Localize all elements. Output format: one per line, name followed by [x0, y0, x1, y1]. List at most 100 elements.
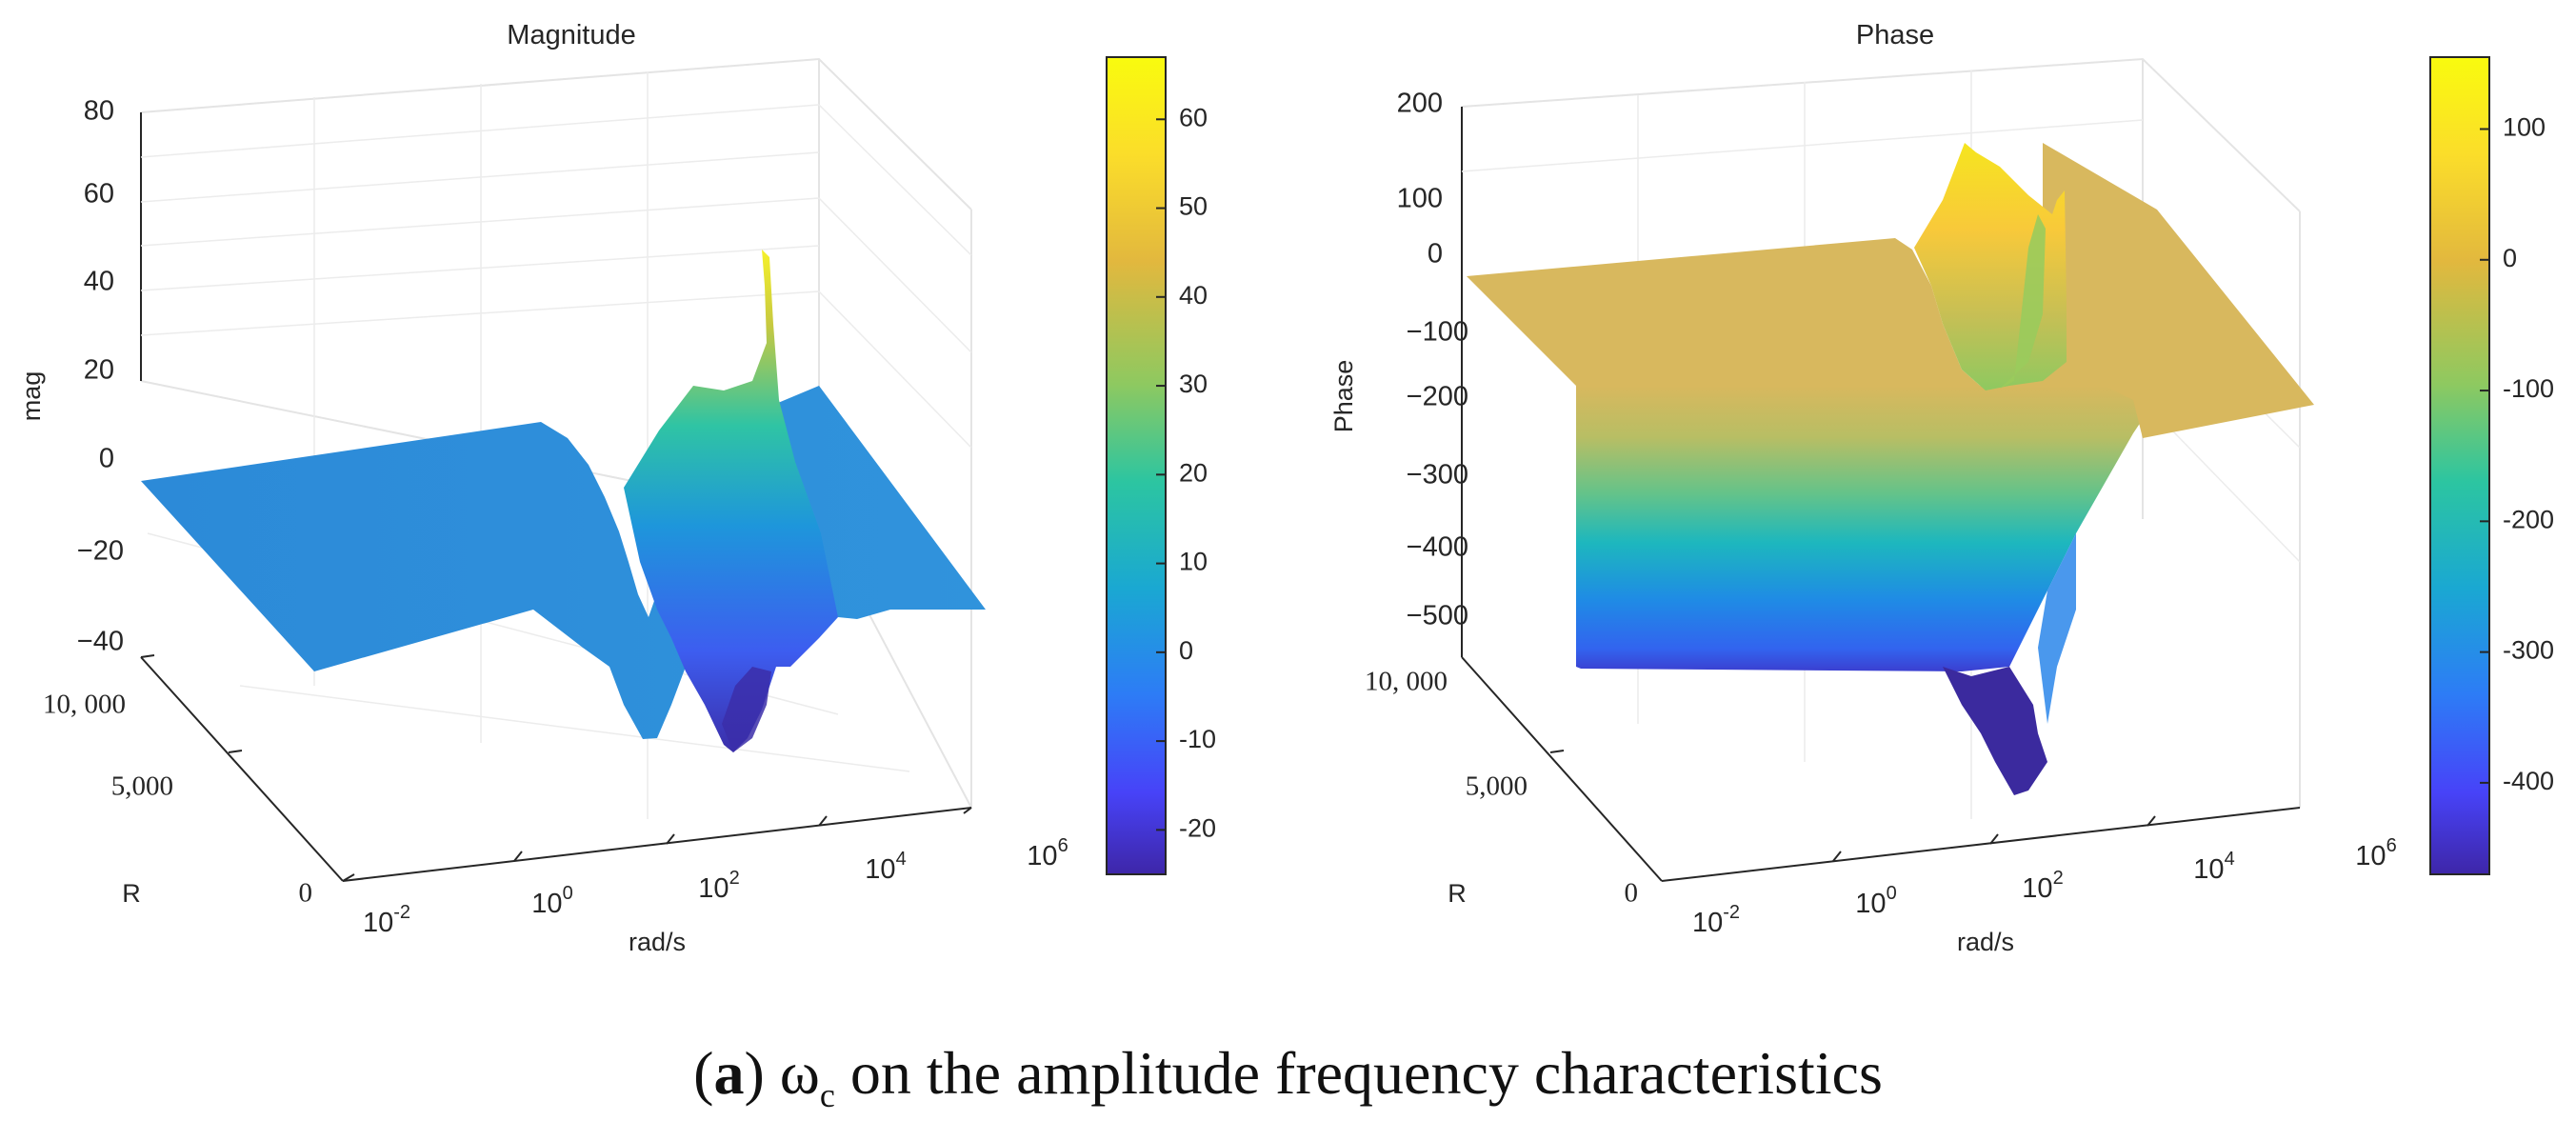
phase-x-axis — [1661, 807, 2301, 882]
tick-mark — [2147, 815, 2156, 827]
magnitude-trough — [722, 667, 771, 752]
tick-mark — [140, 654, 155, 658]
tick-mark — [818, 815, 828, 827]
phase-title: Phase — [1856, 20, 1934, 50]
tick-mark — [963, 807, 972, 814]
tick-mark — [342, 873, 355, 882]
grid-line — [818, 104, 972, 256]
magnitude-front-axes — [140, 654, 972, 882]
x-tick-label: 10-2 — [1692, 902, 1740, 938]
tick-mark — [1832, 851, 1842, 862]
z-tick-label: 100 — [1397, 184, 1443, 214]
figure-caption: (a) ωc on the amplitude frequency charac… — [693, 1039, 1883, 1114]
grid-line — [818, 290, 972, 449]
phase-surface — [1467, 143, 2314, 795]
z-tick-label: −400 — [1407, 532, 1468, 563]
magnitude-colorbar-ticks: 60 50 40 30 20 10 0 -10 -20 — [1156, 103, 1216, 842]
colorbar-tick-label: -300 — [2503, 636, 2554, 665]
tick-mark — [1989, 833, 1999, 845]
phase-chart: Phase 200 100 0 — [1329, 20, 2554, 956]
colorbar-tick-label: -400 — [2503, 767, 2554, 795]
colorbar-tick-label: 10 — [1179, 548, 1208, 576]
grid-line — [239, 685, 910, 772]
z-tick-label: −20 — [77, 536, 124, 567]
z-tick-label: 0 — [1428, 239, 1443, 270]
grid-line — [140, 104, 820, 158]
magnitude-r-label: R — [122, 879, 141, 908]
r-tick-label: 10, 000 — [43, 690, 126, 720]
x-tick-label: 106 — [2355, 835, 2396, 871]
z-tick-label: 80 — [84, 96, 114, 127]
grid-line — [818, 197, 972, 353]
colorbar-tick-label: -100 — [2503, 374, 2554, 403]
caption-subscript: c — [819, 1075, 835, 1114]
colorbar-tick-label: 50 — [1179, 192, 1208, 221]
magnitude-x-label: rad/s — [629, 928, 686, 956]
grid-line — [1461, 119, 2144, 172]
phase-peak-side — [2000, 214, 2046, 389]
r-tick-label: 0 — [1625, 878, 1639, 909]
colorbar-tick-label: 0 — [1179, 636, 1193, 665]
magnitude-flat-plane — [141, 386, 986, 739]
z-tick-label: 200 — [1397, 89, 1443, 119]
magnitude-gridlines — [140, 71, 972, 819]
grid-line — [140, 197, 820, 247]
r-tick-label: 5,000 — [1466, 771, 1528, 802]
magnitude-title: Magnitude — [507, 20, 635, 50]
phase-trough — [1943, 667, 2047, 795]
caption-label: a — [713, 1039, 745, 1107]
magnitude-z-ticks: 80 60 40 20 0 −20 −40 — [77, 96, 124, 657]
magnitude-top-edge — [140, 57, 972, 210]
magnitude-resonance-peak — [624, 250, 838, 752]
phase-front-axes — [1461, 656, 2301, 882]
phase-front-wall — [1576, 386, 2143, 671]
tick-mark — [666, 833, 675, 845]
phase-z-label: Phase — [1329, 360, 1358, 433]
x-tick-label: 102 — [698, 868, 739, 904]
colorbar-tick-label: -10 — [1179, 725, 1216, 753]
phase-z-ticks: 200 100 0 −100 −200 −300 −400 −500 — [1397, 89, 1468, 631]
z-tick-label: −100 — [1407, 317, 1468, 348]
z-tick-label: 20 — [84, 355, 114, 386]
grid-line — [140, 290, 820, 336]
colorbar-tick-label: -20 — [1179, 813, 1216, 842]
colorbar-tick-label: 20 — [1179, 458, 1208, 487]
z-tick-label: 0 — [99, 444, 114, 474]
phase-colorbar-gradient — [2429, 56, 2490, 875]
x-tick-label: 100 — [531, 883, 572, 919]
caption-text: on the amplitude frequency characteristi… — [834, 1039, 1883, 1107]
x-tick-label: 102 — [2022, 868, 2063, 904]
magnitude-chart: Magnitude — [17, 20, 1216, 956]
x-tick-label: 104 — [2193, 849, 2234, 885]
colorbar-tick-label: 30 — [1179, 370, 1208, 398]
x-tick-label: 106 — [1027, 835, 1068, 871]
phase-top-plane — [1467, 143, 2314, 438]
colorbar-tick-label: 60 — [1179, 103, 1208, 131]
z-tick-label: −300 — [1407, 460, 1468, 490]
tick-mark — [513, 851, 523, 862]
tick-mark — [1549, 750, 1565, 753]
phase-r-axis — [1461, 656, 1663, 882]
phase-colorbar-ticks: 100 0 -100 -200 -300 -400 — [2480, 113, 2554, 795]
magnitude-r-axis — [140, 656, 344, 882]
magnitude-z-label: mag — [17, 371, 46, 422]
r-tick-label: 0 — [299, 878, 313, 909]
r-tick-label: 10, 000 — [1365, 667, 1448, 697]
x-tick-label: 10-2 — [363, 902, 410, 938]
z-tick-label: 40 — [84, 267, 114, 297]
magnitude-x-axis — [342, 807, 972, 882]
colorbar-tick-label: 100 — [2503, 113, 2546, 142]
z-tick-label: −500 — [1407, 601, 1468, 631]
r-tick-label: 5,000 — [111, 771, 173, 802]
phase-r-label: R — [1448, 879, 1467, 908]
phase-colorbar: 100 0 -100 -200 -300 -400 — [2429, 56, 2554, 875]
magnitude-colorbar: 60 50 40 30 20 10 0 -10 -20 — [1106, 56, 1216, 875]
grid-line — [140, 245, 820, 291]
phase-x-label: rad/s — [1957, 928, 2014, 956]
z-tick-label: −40 — [77, 627, 124, 657]
z-tick-label: −200 — [1407, 382, 1468, 412]
colorbar-tick-label: -200 — [2503, 505, 2554, 533]
grid-line — [140, 151, 820, 203]
x-tick-label: 100 — [1855, 883, 1896, 919]
